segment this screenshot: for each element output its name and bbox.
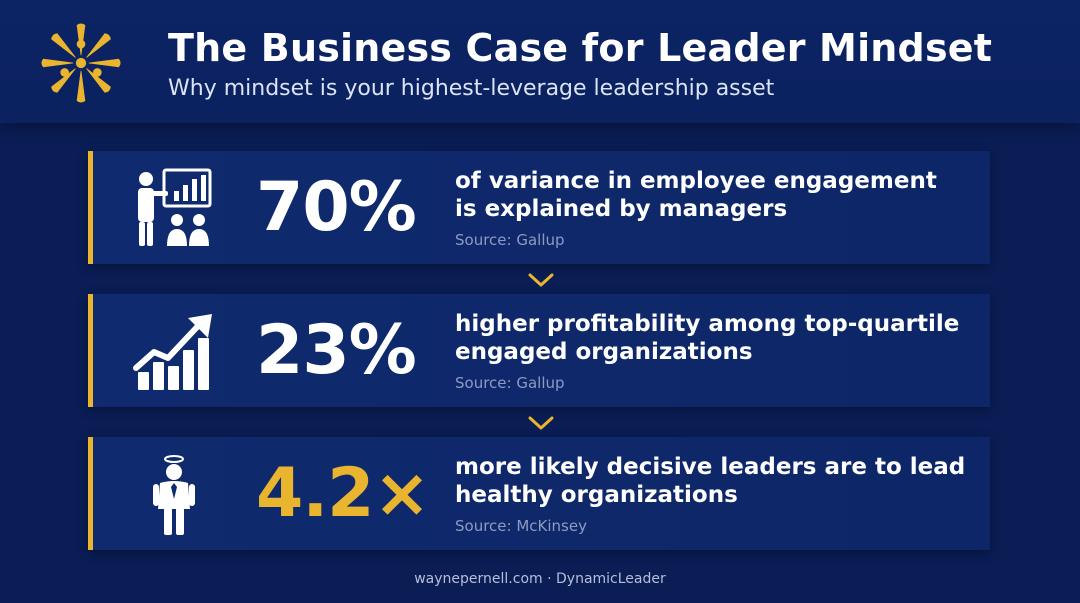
stat-description-line-1: more likely decisive leaders are to lead — [455, 453, 975, 481]
accent-bar — [88, 437, 93, 550]
stat-source: Source: Gallup — [455, 374, 565, 392]
stat-card-engagement: 70% of variance in employee engagement i… — [88, 151, 990, 264]
chevron-down-icon — [528, 416, 554, 430]
header: The Business Case for Leader Mindset Why… — [0, 0, 1080, 123]
stat-description-line-1: of variance in employee engagement — [455, 167, 975, 195]
stat-source: Source: Gallup — [455, 231, 565, 249]
page-title: The Business Case for Leader Mindset — [168, 26, 992, 70]
stat-description-line-1: higher profitability among top-quartile — [455, 310, 975, 338]
stat-description-line-2: is explained by managers — [455, 195, 975, 223]
chevron-down-icon — [528, 273, 554, 287]
stat-card-decisive-leaders: 4.2× more likely decisive leaders are to… — [88, 437, 990, 550]
stat-description: of variance in employee engagement is ex… — [455, 167, 975, 223]
stat-description-line-2: healthy organizations — [455, 481, 975, 509]
accent-bar — [88, 151, 93, 264]
page-subtitle: Why mindset is your highest-leverage lea… — [168, 76, 774, 101]
stat-description-line-2: engaged organizations — [455, 338, 975, 366]
stat-source: Source: McKinsey — [455, 517, 587, 535]
stat-value: 23% — [256, 311, 416, 391]
stat-value: 70% — [256, 168, 416, 248]
leader-halo-icon — [132, 453, 216, 537]
growth-chart-icon — [132, 310, 216, 394]
accent-bar — [88, 294, 93, 407]
stat-description: higher profitability among top-quartile … — [455, 310, 975, 366]
stat-card-profitability: 23% higher profitability among top-quart… — [88, 294, 990, 407]
footer-credit: waynepernell.com · DynamicLeader — [0, 571, 1080, 587]
stat-description: more likely decisive leaders are to lead… — [455, 453, 975, 509]
starburst-people-logo-icon — [38, 20, 124, 106]
presenter-audience-icon — [132, 167, 216, 251]
stat-value: 4.2× — [256, 454, 429, 534]
